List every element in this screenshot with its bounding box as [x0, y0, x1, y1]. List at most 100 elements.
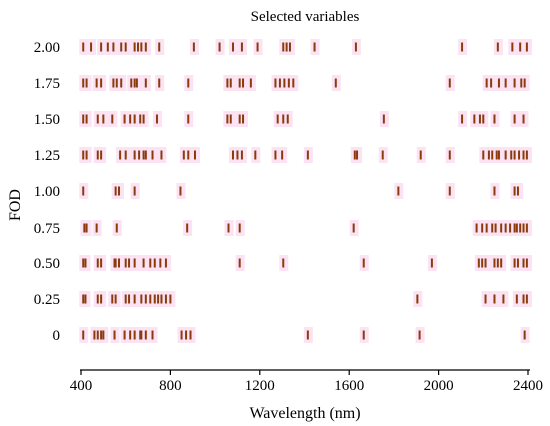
selected-variable-marker: [133, 294, 136, 304]
selected-variable-marker: [493, 186, 496, 196]
selected-variable-marker: [144, 330, 147, 340]
selected-variable-marker: [111, 294, 114, 304]
x-tick-label: 400: [70, 378, 93, 394]
selected-variable-marker: [496, 258, 499, 268]
selected-variable-marker: [142, 258, 145, 268]
selected-variable-marker: [189, 330, 192, 340]
selected-variable-marker: [381, 150, 384, 160]
selected-variable-marker: [286, 114, 289, 124]
selected-variable-marker: [133, 186, 136, 196]
selected-variable-marker: [157, 294, 160, 304]
selected-variable-marker: [353, 150, 356, 160]
selected-variable-marker: [278, 78, 281, 88]
selected-variable-marker: [179, 186, 182, 196]
selected-variable-marker: [511, 42, 514, 52]
selected-variable-marker: [276, 114, 279, 124]
y-tick-label: 0.75: [34, 221, 60, 237]
selected-variable-marker: [520, 78, 523, 88]
selected-variable-marker: [159, 258, 162, 268]
selected-variable-marker: [491, 150, 494, 160]
selected-variable-marker: [130, 78, 133, 88]
selected-variable-marker: [504, 150, 507, 160]
selected-variable-marker: [100, 294, 103, 304]
selected-variable-marker: [85, 78, 88, 88]
selected-variable-marker: [95, 78, 98, 88]
selected-variable-marker: [419, 150, 422, 160]
selected-variable-marker: [93, 330, 96, 340]
selected-variable-marker: [153, 258, 156, 268]
selected-variable-marker: [102, 330, 105, 340]
selected-variable-marker: [133, 150, 136, 160]
selected-variable-marker: [288, 42, 291, 52]
selected-variable-marker: [509, 223, 512, 233]
selected-variable-marker: [306, 150, 309, 160]
selected-variable-marker: [158, 42, 161, 52]
selected-variable-marker: [482, 114, 485, 124]
y-axis-ticks: 0 0.25 0.50 0.75 1.00 1.25 1.50 1.75 2.00: [34, 40, 60, 344]
selected-variable-marker: [495, 150, 498, 160]
selected-variable-marker: [497, 78, 500, 88]
selected-variable-marker: [356, 150, 359, 160]
selected-variable-marker: [96, 258, 99, 268]
selected-variable-marker: [144, 78, 147, 88]
selected-variable-marker: [522, 150, 525, 160]
selected-variable-marker: [138, 150, 141, 160]
selected-variable-marker: [128, 258, 131, 268]
selected-variable-marker: [151, 150, 154, 160]
selected-variable-marker: [149, 294, 152, 304]
selected-variable-marker: [274, 78, 277, 88]
selected-variable-marker: [283, 78, 286, 88]
selected-variable-marker: [249, 78, 252, 88]
x-tick-label: 800: [159, 378, 182, 394]
selected-variable-marker: [140, 330, 143, 340]
selected-variable-marker: [256, 42, 259, 52]
selected-variable-marker: [117, 258, 120, 268]
selected-variable-marker: [115, 223, 118, 233]
selected-variable-marker: [84, 294, 87, 304]
y-tick-label: 1.00: [34, 184, 60, 200]
selected-variable-marker: [525, 150, 528, 160]
y-tick-label: 0.25: [34, 292, 60, 308]
selected-variable-marker: [513, 186, 516, 196]
selected-variable-marker: [497, 150, 500, 160]
selected-variable-marker: [186, 223, 189, 233]
selected-variable-marker: [231, 42, 234, 52]
selected-variable-marker: [100, 78, 103, 88]
selected-variable-marker: [485, 78, 488, 88]
selected-variable-marker: [448, 150, 451, 160]
selected-variable-marker: [281, 150, 284, 160]
selected-variable-marker: [155, 114, 158, 124]
selected-variable-marker: [513, 258, 516, 268]
selected-variable-marker: [120, 42, 123, 52]
selected-variable-marker: [151, 330, 154, 340]
selected-variable-marker: [525, 223, 528, 233]
selected-variable-marker: [84, 258, 87, 268]
selected-variable-marker: [82, 294, 85, 304]
selected-variable-marker: [102, 114, 105, 124]
selected-variable-marker: [112, 78, 115, 88]
selected-variable-marker: [523, 78, 526, 88]
selected-variable-marker: [96, 294, 99, 304]
selected-variable-marker: [518, 150, 521, 160]
selected-variable-marker: [504, 78, 507, 88]
selected-variable-marker: [238, 223, 241, 233]
selected-variable-marker: [144, 150, 147, 160]
selected-variable-marker: [513, 114, 516, 124]
selected-variable-marker: [100, 258, 103, 268]
selected-variable-marker: [238, 258, 241, 268]
selected-variable-marker: [100, 330, 103, 340]
selected-variable-marker: [516, 186, 519, 196]
selected-variable-marker: [83, 223, 86, 233]
selected-variable-marker: [242, 114, 245, 124]
selected-variable-marker: [192, 42, 195, 52]
selected-variable-marker: [218, 42, 221, 52]
selected-variable-marker: [185, 330, 188, 340]
selected-variable-marker: [306, 330, 309, 340]
selected-variable-marker: [352, 223, 355, 233]
selected-variable-marker: [133, 114, 136, 124]
selected-variable-marker: [112, 42, 115, 52]
selected-variable-marker: [129, 330, 132, 340]
selected-variable-marker: [124, 258, 127, 268]
x-tick-label: 1200: [245, 378, 275, 394]
selected-variable-marker: [473, 114, 476, 124]
